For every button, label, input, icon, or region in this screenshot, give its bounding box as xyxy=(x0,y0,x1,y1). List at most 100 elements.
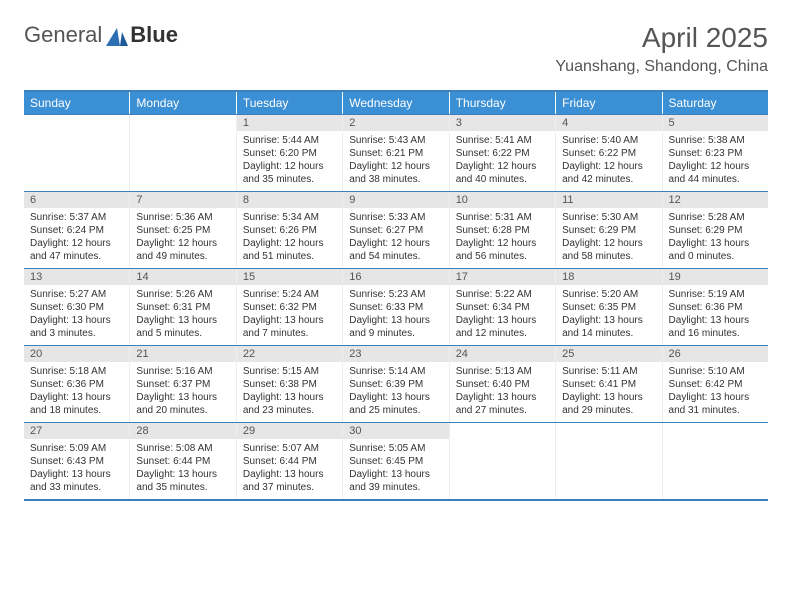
day-28: 28Sunrise: 5:08 AMSunset: 6:44 PMDayligh… xyxy=(130,423,236,499)
daylight-text: Daylight: 12 hours and 49 minutes. xyxy=(136,237,229,263)
daylight-text: Daylight: 12 hours and 54 minutes. xyxy=(349,237,442,263)
sail-icon xyxy=(106,26,128,44)
day-number: 13 xyxy=(24,269,129,285)
sunset-text: Sunset: 6:31 PM xyxy=(136,301,229,314)
sunrise-text: Sunrise: 5:15 AM xyxy=(243,365,336,378)
sunrise-text: Sunrise: 5:34 AM xyxy=(243,211,336,224)
day-number: 27 xyxy=(24,423,129,439)
sunrise-text: Sunrise: 5:05 AM xyxy=(349,442,442,455)
weeks-container: 1Sunrise: 5:44 AMSunset: 6:20 PMDaylight… xyxy=(24,114,768,499)
daylight-text: Daylight: 13 hours and 39 minutes. xyxy=(349,468,442,494)
sunrise-text: Sunrise: 5:40 AM xyxy=(562,134,655,147)
dow-saturday: Saturday xyxy=(663,92,768,114)
sunset-text: Sunset: 6:35 PM xyxy=(562,301,655,314)
day-body: Sunrise: 5:40 AMSunset: 6:22 PMDaylight:… xyxy=(556,131,661,191)
dow-row: SundayMondayTuesdayWednesdayThursdayFrid… xyxy=(24,92,768,114)
day-number: 7 xyxy=(130,192,235,208)
day-number: 23 xyxy=(343,346,448,362)
day-21: 21Sunrise: 5:16 AMSunset: 6:37 PMDayligh… xyxy=(130,346,236,422)
day-body: Sunrise: 5:14 AMSunset: 6:39 PMDaylight:… xyxy=(343,362,448,422)
day-number: 1 xyxy=(237,115,342,131)
sunset-text: Sunset: 6:41 PM xyxy=(562,378,655,391)
daylight-text: Daylight: 13 hours and 33 minutes. xyxy=(30,468,123,494)
day-body: Sunrise: 5:38 AMSunset: 6:23 PMDaylight:… xyxy=(663,131,768,191)
day-body: Sunrise: 5:15 AMSunset: 6:38 PMDaylight:… xyxy=(237,362,342,422)
day-body: Sunrise: 5:33 AMSunset: 6:27 PMDaylight:… xyxy=(343,208,448,268)
header: General Blue April 2025 Yuanshang, Shand… xyxy=(24,22,768,76)
daylight-text: Daylight: 13 hours and 27 minutes. xyxy=(456,391,549,417)
sunset-text: Sunset: 6:38 PM xyxy=(243,378,336,391)
sunset-text: Sunset: 6:23 PM xyxy=(669,147,762,160)
dow-monday: Monday xyxy=(130,92,236,114)
day-16: 16Sunrise: 5:23 AMSunset: 6:33 PMDayligh… xyxy=(343,269,449,345)
day-body: Sunrise: 5:31 AMSunset: 6:28 PMDaylight:… xyxy=(450,208,555,268)
sunrise-text: Sunrise: 5:08 AM xyxy=(136,442,229,455)
logo: General Blue xyxy=(24,22,178,48)
sunrise-text: Sunrise: 5:33 AM xyxy=(349,211,442,224)
daylight-text: Daylight: 13 hours and 31 minutes. xyxy=(669,391,762,417)
day-number: 26 xyxy=(663,346,768,362)
daylight-text: Daylight: 13 hours and 25 minutes. xyxy=(349,391,442,417)
sunset-text: Sunset: 6:45 PM xyxy=(349,455,442,468)
sunrise-text: Sunrise: 5:37 AM xyxy=(30,211,123,224)
day-body: Sunrise: 5:34 AMSunset: 6:26 PMDaylight:… xyxy=(237,208,342,268)
sunrise-text: Sunrise: 5:10 AM xyxy=(669,365,762,378)
sunrise-text: Sunrise: 5:43 AM xyxy=(349,134,442,147)
day-number: 20 xyxy=(24,346,129,362)
day-15: 15Sunrise: 5:24 AMSunset: 6:32 PMDayligh… xyxy=(237,269,343,345)
dow-wednesday: Wednesday xyxy=(343,92,449,114)
sunrise-text: Sunrise: 5:28 AM xyxy=(669,211,762,224)
day-body: Sunrise: 5:27 AMSunset: 6:30 PMDaylight:… xyxy=(24,285,129,345)
day-body: Sunrise: 5:19 AMSunset: 6:36 PMDaylight:… xyxy=(663,285,768,345)
day-number: 5 xyxy=(663,115,768,131)
sunset-text: Sunset: 6:40 PM xyxy=(456,378,549,391)
day-3: 3Sunrise: 5:41 AMSunset: 6:22 PMDaylight… xyxy=(450,115,556,191)
daylight-text: Daylight: 12 hours and 42 minutes. xyxy=(562,160,655,186)
day-number: 12 xyxy=(663,192,768,208)
daylight-text: Daylight: 13 hours and 3 minutes. xyxy=(30,314,123,340)
daylight-text: Daylight: 13 hours and 12 minutes. xyxy=(456,314,549,340)
daylight-text: Daylight: 12 hours and 56 minutes. xyxy=(456,237,549,263)
daylight-text: Daylight: 13 hours and 5 minutes. xyxy=(136,314,229,340)
day-29: 29Sunrise: 5:07 AMSunset: 6:44 PMDayligh… xyxy=(237,423,343,499)
day-body: Sunrise: 5:18 AMSunset: 6:36 PMDaylight:… xyxy=(24,362,129,422)
daylight-text: Daylight: 13 hours and 9 minutes. xyxy=(349,314,442,340)
sunset-text: Sunset: 6:44 PM xyxy=(136,455,229,468)
day-number: 8 xyxy=(237,192,342,208)
daylight-text: Daylight: 12 hours and 47 minutes. xyxy=(30,237,123,263)
sunrise-text: Sunrise: 5:36 AM xyxy=(136,211,229,224)
day-number: 6 xyxy=(24,192,129,208)
sunrise-text: Sunrise: 5:20 AM xyxy=(562,288,655,301)
day-number: 2 xyxy=(343,115,448,131)
daylight-text: Daylight: 13 hours and 23 minutes. xyxy=(243,391,336,417)
day-18: 18Sunrise: 5:20 AMSunset: 6:35 PMDayligh… xyxy=(556,269,662,345)
sunrise-text: Sunrise: 5:13 AM xyxy=(456,365,549,378)
day-20: 20Sunrise: 5:18 AMSunset: 6:36 PMDayligh… xyxy=(24,346,130,422)
empty-cell xyxy=(130,115,236,191)
day-25: 25Sunrise: 5:11 AMSunset: 6:41 PMDayligh… xyxy=(556,346,662,422)
sunrise-text: Sunrise: 5:09 AM xyxy=(30,442,123,455)
sunrise-text: Sunrise: 5:44 AM xyxy=(243,134,336,147)
week-row: 13Sunrise: 5:27 AMSunset: 6:30 PMDayligh… xyxy=(24,268,768,345)
day-13: 13Sunrise: 5:27 AMSunset: 6:30 PMDayligh… xyxy=(24,269,130,345)
day-19: 19Sunrise: 5:19 AMSunset: 6:36 PMDayligh… xyxy=(663,269,768,345)
sunset-text: Sunset: 6:43 PM xyxy=(30,455,123,468)
sunset-text: Sunset: 6:42 PM xyxy=(669,378,762,391)
empty-cell xyxy=(663,423,768,499)
sunrise-text: Sunrise: 5:30 AM xyxy=(562,211,655,224)
daylight-text: Daylight: 12 hours and 44 minutes. xyxy=(669,160,762,186)
day-body: Sunrise: 5:36 AMSunset: 6:25 PMDaylight:… xyxy=(130,208,235,268)
sunset-text: Sunset: 6:21 PM xyxy=(349,147,442,160)
day-body: Sunrise: 5:11 AMSunset: 6:41 PMDaylight:… xyxy=(556,362,661,422)
sunset-text: Sunset: 6:39 PM xyxy=(349,378,442,391)
daylight-text: Daylight: 13 hours and 7 minutes. xyxy=(243,314,336,340)
sunrise-text: Sunrise: 5:24 AM xyxy=(243,288,336,301)
daylight-text: Daylight: 13 hours and 37 minutes. xyxy=(243,468,336,494)
day-body: Sunrise: 5:10 AMSunset: 6:42 PMDaylight:… xyxy=(663,362,768,422)
sunset-text: Sunset: 6:28 PM xyxy=(456,224,549,237)
sunset-text: Sunset: 6:36 PM xyxy=(30,378,123,391)
empty-cell xyxy=(556,423,662,499)
sunrise-text: Sunrise: 5:11 AM xyxy=(562,365,655,378)
day-11: 11Sunrise: 5:30 AMSunset: 6:29 PMDayligh… xyxy=(556,192,662,268)
day-number: 10 xyxy=(450,192,555,208)
